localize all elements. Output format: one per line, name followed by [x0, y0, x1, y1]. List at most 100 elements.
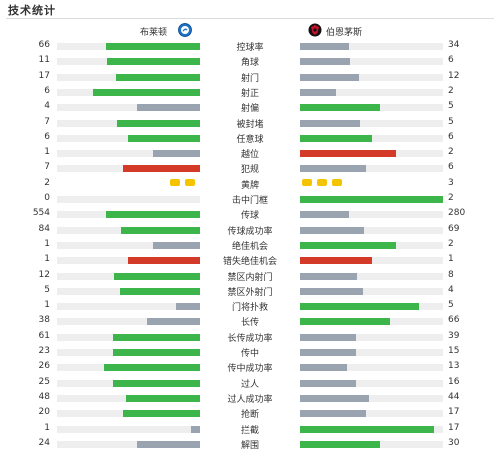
away-bar-track — [300, 394, 443, 402]
stat-label: 禁区内射门 — [227, 272, 273, 283]
away-bar-fill — [300, 73, 359, 81]
away-stat-value: 34 — [448, 40, 460, 50]
stat-label: 抢断 — [240, 410, 259, 421]
home-bar-fill — [106, 43, 200, 50]
stat-row: 1 门将扑救 5 — [0, 298, 500, 314]
home-stat-value: 38 — [38, 315, 50, 326]
stat-row: 4 射偏 5 — [0, 99, 500, 115]
home-stat-value: 1 — [44, 147, 50, 158]
home-stat-value: 66 — [38, 40, 50, 50]
home-bar-track — [57, 58, 200, 66]
away-bar-fill — [300, 150, 396, 158]
away-bar-track — [300, 410, 443, 418]
away-stat-value: 280 — [448, 208, 466, 219]
stat-label: 射偏 — [240, 104, 259, 115]
home-bar-track — [57, 88, 200, 96]
away-bar-track — [300, 333, 443, 341]
home-stat-value: 1 — [44, 300, 50, 311]
home-bar-fill — [128, 257, 200, 265]
stats-header: 技术统计 — [0, 0, 500, 20]
stat-label: 角球 — [240, 58, 259, 69]
away-stat-value: 1 — [448, 254, 454, 265]
home-stat-value: 6 — [44, 85, 50, 96]
away-stat-value: 2 — [448, 147, 454, 158]
home-bar-track — [57, 43, 200, 50]
stat-row: 84 传球成功率 69 — [0, 222, 500, 238]
away-bar-fill — [300, 394, 369, 402]
away-stat-value: 15 — [448, 346, 460, 356]
away-bar-fill — [300, 425, 434, 433]
home-bar-fill — [153, 241, 200, 249]
home-stat-value: 7 — [44, 162, 50, 173]
stat-row: 2 黄牌 3 — [0, 176, 500, 192]
away-bar-fill — [300, 379, 356, 387]
home-bar-fill — [137, 440, 200, 448]
home-bar-track — [57, 394, 200, 402]
away-stat-value: 2 — [448, 85, 454, 96]
home-bar-track — [57, 119, 200, 127]
away-bar-track — [300, 303, 443, 311]
home-stat-value: 7 — [44, 116, 50, 127]
away-bar-track — [300, 241, 443, 249]
away-yellow-cards — [302, 178, 347, 189]
home-bar-track — [57, 73, 200, 81]
home-stat-value: 4 — [44, 101, 50, 112]
yellow-card-icon — [170, 178, 180, 186]
away-bar-track — [300, 73, 443, 81]
away-stat-value: 6 — [448, 162, 454, 173]
home-stat-value: 5 — [44, 284, 50, 295]
stat-row: 48 过人成功率 44 — [0, 390, 500, 406]
away-bar-fill — [300, 134, 372, 142]
home-bar-track — [57, 440, 200, 448]
home-stat-value: 12 — [38, 269, 50, 280]
home-bar-fill — [126, 394, 200, 402]
away-bar-track — [300, 58, 443, 66]
stat-label: 门将扑救 — [231, 303, 268, 314]
stat-label: 禁区外射门 — [227, 287, 273, 298]
home-bar-fill — [191, 425, 200, 433]
away-bar-track — [300, 119, 443, 127]
away-bar-track — [300, 318, 443, 326]
stat-label: 传中成功率 — [227, 364, 273, 375]
away-bar-track — [300, 425, 443, 433]
home-bar-track — [57, 134, 200, 142]
stat-label: 犯规 — [240, 165, 259, 176]
stat-label: 传球 — [240, 211, 259, 222]
stat-row: 61 长传成功率 39 — [0, 329, 500, 345]
away-bar-track — [300, 88, 443, 96]
home-stat-value: 24 — [38, 437, 50, 448]
home-stat-value: 48 — [38, 391, 50, 402]
stat-label: 被封堵 — [236, 119, 264, 130]
away-stat-value: 44 — [448, 391, 460, 402]
away-bar-fill — [300, 88, 336, 96]
away-bar-track — [300, 104, 443, 112]
away-stat-value: 5 — [448, 300, 454, 311]
away-bar-track — [300, 43, 443, 50]
home-stat-value: 6 — [44, 131, 50, 142]
home-bar-fill — [104, 364, 200, 372]
away-bar-track — [300, 196, 443, 203]
away-bar-fill — [300, 119, 360, 127]
stat-row: 66 控球率 34 — [0, 38, 500, 54]
home-bar-fill — [123, 165, 200, 173]
away-bar-fill — [300, 43, 349, 50]
home-bar-fill — [107, 58, 200, 66]
away-bar-fill — [300, 165, 366, 173]
stat-row: 24 解围 30 — [0, 436, 500, 452]
home-bar-track — [57, 333, 200, 341]
away-bar-fill — [300, 211, 349, 219]
yellow-card-icon — [185, 178, 195, 186]
stat-label: 过人成功率 — [227, 394, 273, 405]
away-stat-value: 17 — [448, 407, 460, 418]
home-bar-track — [57, 104, 200, 112]
stat-row: 0 击中门框 2 — [0, 191, 500, 207]
stat-label: 长传 — [240, 318, 259, 329]
brighton-crest-icon — [178, 23, 192, 37]
home-bar-track — [57, 226, 200, 234]
stat-label: 任意球 — [236, 134, 264, 145]
away-stat-value: 16 — [448, 376, 460, 387]
home-stat-value: 61 — [38, 330, 50, 341]
stat-label: 射正 — [240, 88, 259, 99]
stat-row: 25 过人 16 — [0, 375, 500, 391]
away-bar-fill — [300, 318, 390, 326]
